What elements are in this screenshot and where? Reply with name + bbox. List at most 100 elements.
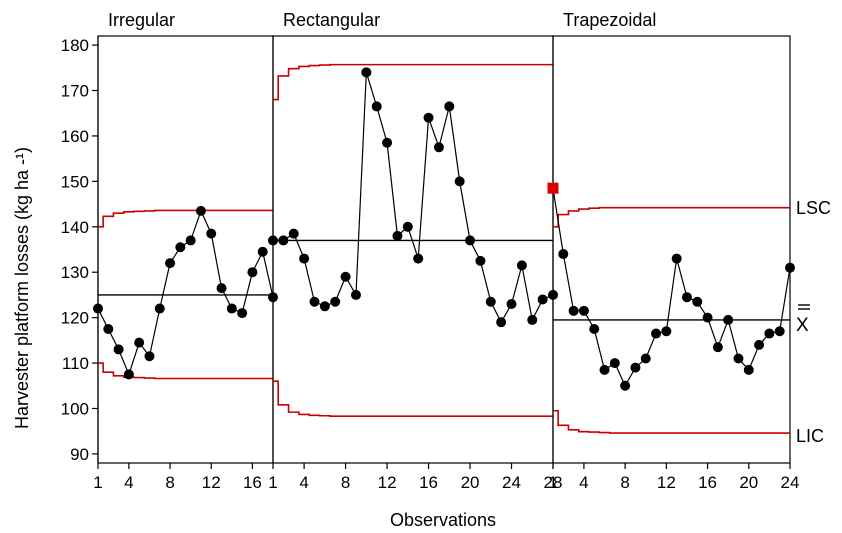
data-point <box>516 260 527 271</box>
data-point <box>154 303 165 314</box>
data-point <box>558 249 569 260</box>
y-tick-label: 130 <box>61 263 89 282</box>
data-point <box>237 308 248 319</box>
data-point <box>733 353 744 364</box>
data-point <box>382 137 393 148</box>
y-tick-label: 110 <box>62 354 89 373</box>
y-tick-label: 100 <box>61 399 89 418</box>
data-point <box>175 242 186 253</box>
data-point <box>103 323 114 334</box>
data-point <box>651 328 662 339</box>
x-tick-label: 16 <box>698 473 717 492</box>
panel-rectangular: Rectangular 1 4 8 12 16 20 24 28 <box>268 10 562 492</box>
panel-trapezoidal: Trapezoidal 1 4 8 12 16 20 24 <box>547 10 800 492</box>
data-point <box>537 294 548 305</box>
ucl-line <box>273 63 553 101</box>
data-point <box>371 101 382 112</box>
data-point <box>661 326 672 337</box>
data-point <box>485 296 496 307</box>
x-tick-label: 24 <box>781 473 800 492</box>
data-point <box>340 271 351 282</box>
data-point <box>774 326 785 337</box>
data-point <box>681 292 692 303</box>
ucl-line <box>553 206 790 228</box>
data-point <box>361 67 372 78</box>
data-point <box>764 328 775 339</box>
data-point <box>299 253 310 264</box>
x-tick-label: 1 <box>268 473 277 492</box>
data-point <box>692 296 703 307</box>
lcl-label: LIC <box>796 426 824 446</box>
data-point <box>578 305 589 316</box>
data-point <box>93 303 103 314</box>
data-point <box>392 230 403 241</box>
x-tick-label: 28 <box>544 473 563 492</box>
data-point <box>589 323 600 334</box>
panel-frame <box>272 35 554 464</box>
data-point <box>702 312 713 323</box>
data-point <box>206 228 217 239</box>
data-point <box>609 358 620 369</box>
x-tick-label: 12 <box>202 473 221 492</box>
data-point <box>433 142 444 153</box>
data-point <box>620 380 631 391</box>
data-point <box>754 339 765 350</box>
y-tick-label: 120 <box>61 309 89 328</box>
y-axis: 90 100 110 120 130 140 150 160 170 180 <box>61 36 99 464</box>
data-point <box>402 221 413 232</box>
data-point <box>743 364 754 375</box>
panel-title: Rectangular <box>283 10 380 30</box>
x-tick-label: 16 <box>419 473 438 492</box>
x-tick-label: 8 <box>620 473 629 492</box>
panel-title: Irregular <box>108 10 175 30</box>
data-point <box>350 289 361 300</box>
y-tick-label: 140 <box>61 218 89 237</box>
data-point <box>506 299 517 310</box>
panel-title: Trapezoidal <box>563 10 656 30</box>
x-tick-label: 1 <box>548 473 557 492</box>
data-point <box>330 296 341 307</box>
data-point <box>454 176 465 187</box>
data-point <box>319 301 330 312</box>
data-point <box>568 305 579 316</box>
data-point <box>144 351 155 362</box>
series-line <box>273 72 554 324</box>
ucl-line <box>98 209 273 228</box>
data-point <box>113 344 124 355</box>
x-tick-label: 1 <box>93 473 102 492</box>
series-line <box>552 188 791 388</box>
x-tick-label: 16 <box>243 473 262 492</box>
y-tick-label: 170 <box>61 82 89 101</box>
data-point <box>630 362 641 373</box>
x-tick-label: 20 <box>739 473 758 492</box>
lcl-line <box>553 409 790 434</box>
data-point <box>423 112 434 123</box>
mean-label: X <box>796 304 810 336</box>
x-tick-label: 20 <box>461 473 480 492</box>
x-tick-label: 12 <box>657 473 676 492</box>
data-point <box>247 267 258 278</box>
data-point <box>288 228 299 239</box>
y-tick-label: 150 <box>61 172 89 191</box>
panel-frame <box>552 35 791 464</box>
y-axis-label: Harvester platform losses (kg ha -¹) <box>12 147 32 429</box>
data-point <box>268 235 278 246</box>
x-tick-label: 4 <box>124 473 133 492</box>
data-point <box>640 353 651 364</box>
x-tick-label: 12 <box>378 473 397 492</box>
x-tick-label: 4 <box>299 473 308 492</box>
data-point <box>309 296 320 307</box>
x-axis-label: Observations <box>390 510 496 530</box>
y-tick-label: 160 <box>61 127 89 146</box>
x-tick-label: 8 <box>341 473 350 492</box>
data-point <box>195 205 206 216</box>
x-tick-label: 24 <box>502 473 521 492</box>
data-point <box>165 258 176 269</box>
data-point <box>465 235 476 246</box>
data-point <box>185 235 196 246</box>
data-point <box>599 364 610 375</box>
y-tick-label: 90 <box>70 445 89 464</box>
x-tick-label: 8 <box>165 473 174 492</box>
data-point <box>226 303 237 314</box>
